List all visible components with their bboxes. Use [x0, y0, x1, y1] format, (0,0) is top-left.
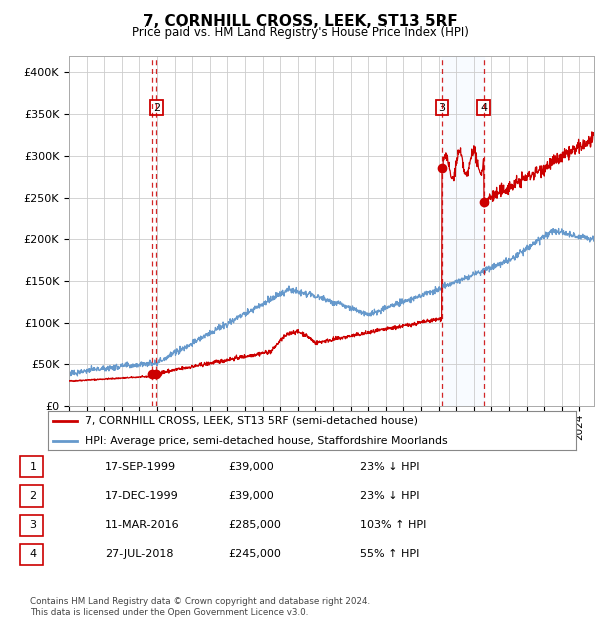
Text: £39,000: £39,000 [228, 491, 274, 501]
Text: 103% ↑ HPI: 103% ↑ HPI [360, 520, 427, 530]
Text: £285,000: £285,000 [228, 520, 281, 530]
Text: 2: 2 [153, 102, 160, 112]
Text: 3: 3 [29, 520, 37, 530]
Text: £245,000: £245,000 [228, 549, 281, 559]
Bar [442, 56, 484, 406]
Text: 1: 1 [29, 462, 37, 472]
Text: 7, CORNHILL CROSS, LEEK, ST13 5RF: 7, CORNHILL CROSS, LEEK, ST13 5RF [143, 14, 457, 29]
Text: Contains HM Land Registry data © Crown copyright and database right 2024.
This d: Contains HM Land Registry data © Crown c… [30, 598, 370, 617]
Text: 23% ↓ HPI: 23% ↓ HPI [360, 462, 419, 472]
Text: 4: 4 [29, 549, 37, 559]
Text: 27-JUL-2018: 27-JUL-2018 [105, 549, 173, 559]
Text: 4: 4 [480, 102, 487, 112]
Text: 3: 3 [439, 102, 445, 112]
Text: 7, CORNHILL CROSS, LEEK, ST13 5RF (semi-detached house): 7, CORNHILL CROSS, LEEK, ST13 5RF (semi-… [85, 415, 418, 426]
Text: 55% ↑ HPI: 55% ↑ HPI [360, 549, 419, 559]
Text: 17-DEC-1999: 17-DEC-1999 [105, 491, 179, 501]
Text: Price paid vs. HM Land Registry's House Price Index (HPI): Price paid vs. HM Land Registry's House … [131, 26, 469, 39]
Text: 2: 2 [29, 491, 37, 501]
Text: 11-MAR-2016: 11-MAR-2016 [105, 520, 179, 530]
Text: £39,000: £39,000 [228, 462, 274, 472]
Text: 17-SEP-1999: 17-SEP-1999 [105, 462, 176, 472]
Text: 23% ↓ HPI: 23% ↓ HPI [360, 491, 419, 501]
Text: HPI: Average price, semi-detached house, Staffordshire Moorlands: HPI: Average price, semi-detached house,… [85, 436, 448, 446]
